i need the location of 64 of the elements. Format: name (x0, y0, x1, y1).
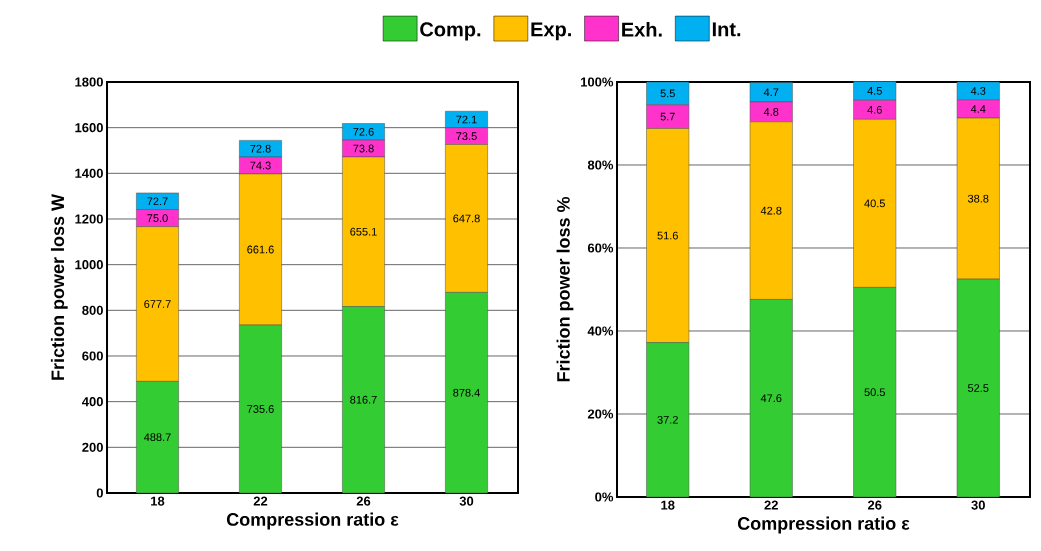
y-tick-label: 20% (587, 409, 614, 419)
x-tick-label: 18 (151, 496, 165, 506)
data-label: 50.5 (864, 388, 885, 397)
data-label: 5.7 (660, 112, 675, 121)
data-label: 488.7 (143, 433, 171, 442)
data-label: 4.5 (867, 87, 882, 95)
data-label: 655.1 (350, 227, 377, 236)
legend-label: Comp. (420, 22, 481, 41)
data-label: 42.8 (760, 206, 782, 215)
x-tick-label: 30 (459, 496, 474, 506)
x-axis-title: Compression ratio ε (737, 516, 910, 534)
data-label: 40.5 (864, 199, 885, 208)
data-label: 816.7 (350, 395, 377, 404)
y-tick-label: 1800 (75, 77, 103, 87)
legend-label: Exp. (531, 22, 571, 41)
y-tick-label: 0 (96, 488, 103, 498)
y-tick-label: 0% (595, 492, 614, 502)
data-label: 72.1 (456, 115, 477, 124)
data-label: 647.8 (453, 214, 480, 223)
data-label: 74.3 (250, 161, 271, 170)
data-label: 735.6 (247, 405, 274, 413)
y-tick-label: 1400 (75, 168, 103, 178)
data-label: 661.6 (247, 245, 274, 254)
y-tick-label: 200 (82, 442, 103, 452)
data-label: 51.6 (657, 231, 678, 240)
y-tick-label: 60% (587, 243, 614, 253)
data-label: 4.4 (970, 105, 986, 113)
data-label: 37.2 (657, 415, 678, 424)
data-label: 5.5 (660, 89, 675, 98)
legend-label: Exh. (622, 22, 662, 37)
y-tick-label: 1000 (75, 260, 103, 270)
x-tick-label: 26 (356, 496, 371, 506)
data-label: 75.0 (147, 214, 168, 222)
x-tick-label: 22 (764, 500, 778, 510)
x-tick-label: 30 (971, 500, 985, 510)
y-tick-label: 400 (81, 397, 103, 407)
y-tick-label: 800 (82, 305, 103, 315)
y-tick-label: 40% (587, 326, 614, 336)
data-label: 73.5 (456, 132, 477, 141)
x-axis-title: Compression ratio ε (226, 512, 399, 530)
data-label: 72.6 (353, 127, 374, 136)
y-tick-label: 80% (587, 160, 614, 170)
x-tick-label: 22 (253, 496, 268, 506)
x-tick-label: 26 (867, 500, 882, 510)
y-tick-label: 600 (82, 351, 103, 361)
data-label: 52.5 (967, 384, 989, 392)
data-label: 677.7 (144, 300, 171, 308)
data-label: 73.8 (353, 144, 374, 153)
legend-label: Int. (712, 22, 741, 37)
data-label: 878.4 (453, 388, 480, 397)
data-label: 72.7 (147, 197, 168, 206)
data-label: 47.6 (760, 394, 782, 403)
y-axis-title: Friction power loss W (50, 194, 68, 380)
y-tick-label: 1600 (75, 123, 103, 133)
data-label: 4.6 (867, 105, 882, 114)
data-label: 38.8 (967, 194, 989, 203)
data-label: 4.7 (763, 88, 779, 96)
data-label: 4.8 (763, 107, 779, 116)
y-tick-label: 100% (581, 77, 614, 87)
x-tick-label: 18 (661, 500, 675, 510)
data-label: 4.3 (970, 87, 986, 95)
y-tick-label: 1200 (75, 214, 103, 224)
data-label: 72.8 (250, 144, 271, 153)
y-axis-title: Friction power loss % (556, 196, 574, 382)
